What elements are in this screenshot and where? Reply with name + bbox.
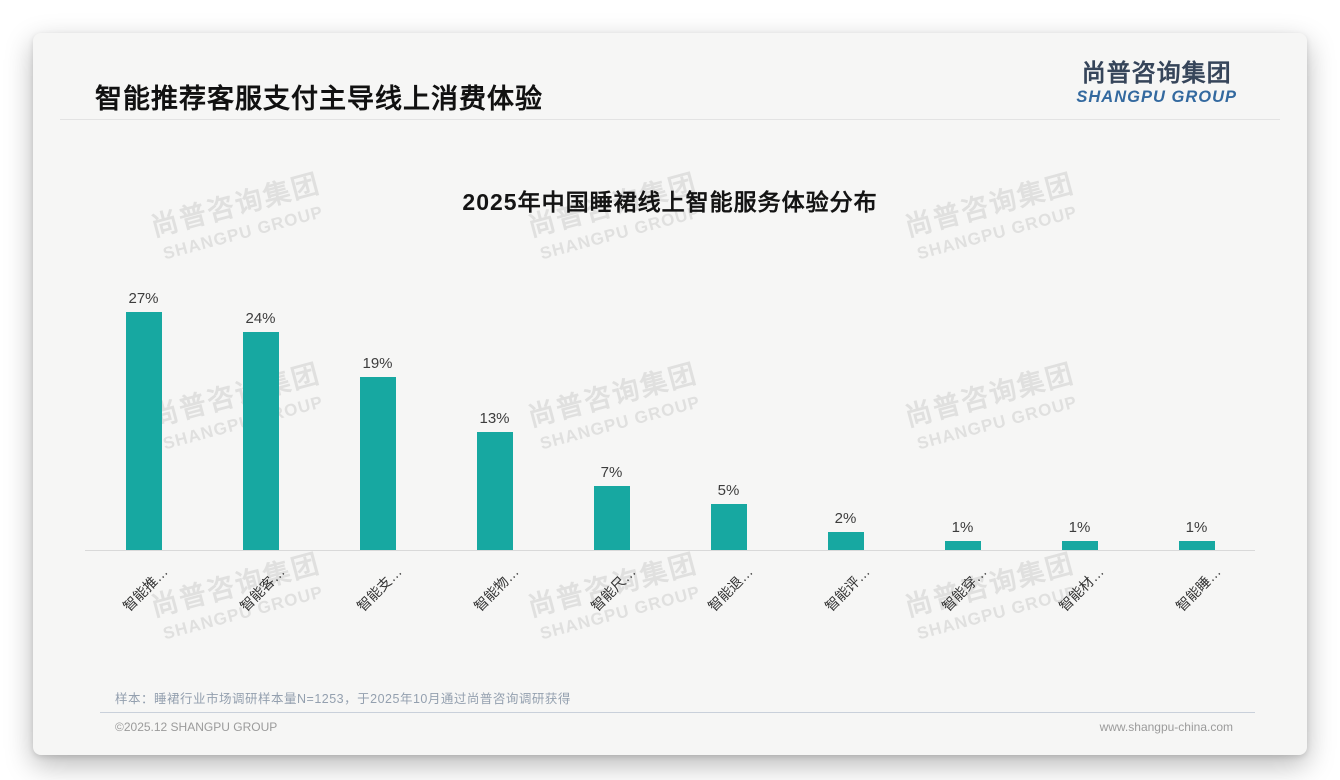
bar-value-label: 27% [128, 290, 159, 307]
bar-group: 5% 智能退… [670, 290, 787, 614]
bar-value-label: 1% [1185, 519, 1208, 536]
bar [1061, 541, 1098, 550]
x-axis-label: 智能物… [470, 563, 522, 615]
header-divider [60, 119, 1280, 120]
x-axis-label: 智能退… [704, 563, 756, 615]
bar-group: 7% 智能尺… [553, 290, 670, 614]
bar [476, 432, 513, 550]
website-text: www.shangpu-china.com [1099, 720, 1233, 734]
bar [359, 377, 396, 550]
x-axis-label: 智能材… [1055, 563, 1107, 615]
bar-group: 1% 智能睡… [1138, 290, 1255, 614]
bar [944, 541, 981, 550]
bar [593, 486, 630, 550]
slide-card: 尚普咨询集团 SHANGPU GROUP 尚普咨询集团 SHANGPU GROUP 尚普… [33, 33, 1307, 755]
bar-value-label: 24% [245, 310, 276, 327]
bar-value-label: 2% [834, 510, 857, 527]
x-axis-label: 智能睡… [1172, 563, 1224, 615]
copyright-text: ©2025.12 SHANGPU GROUP [115, 720, 278, 734]
bar-group: 1% 智能材… [1021, 290, 1138, 614]
x-axis-line [85, 550, 1255, 551]
bar [710, 504, 747, 550]
bar-value-label: 7% [600, 464, 623, 481]
bar [242, 332, 279, 550]
sample-note: 样本：睡裙行业市场调研样本量N=1253，于2025年10月通过尚普咨询调研获得 [115, 692, 571, 706]
bar-value-label: 19% [362, 355, 393, 372]
bar-group: 24% 智能客… [202, 290, 319, 614]
bar-value-label: 1% [951, 519, 974, 536]
bar-group: 19% 智能支… [319, 290, 436, 614]
bar-value-label: 1% [1068, 519, 1091, 536]
bar [125, 312, 162, 550]
bar-group: 2% 智能评… [787, 290, 904, 614]
x-axis-label: 智能评… [821, 563, 873, 615]
bar-chart: 27% 智能推… 24% 智能客… 19% 智能支… 13% 智能物… 7% 智能尺… 5% 智能退…… [85, 290, 1255, 614]
bar-group: 27% 智能推… [85, 290, 202, 614]
bar-value-label: 5% [717, 482, 740, 499]
bar [827, 532, 864, 550]
bar-group: 1% 智能穿… [904, 290, 1021, 614]
page-title: 智能推荐客服支付主导线上消费体验 [95, 84, 543, 114]
company-logo: 尚普咨询集团 SHANGPU GROUP [1076, 53, 1237, 107]
logo-english-name: SHANGPU GROUP [1076, 88, 1237, 106]
x-axis-label: 智能客… [236, 563, 288, 615]
x-axis-label: 智能支… [353, 563, 405, 615]
x-axis-label: 智能穿… [938, 563, 990, 615]
chart-title: 2025年中国睡裙线上智能服务体验分布 [462, 189, 878, 215]
x-axis-label: 智能推… [119, 563, 171, 615]
footer-divider [100, 712, 1255, 713]
logo-chinese-name: 尚普咨询集团 [1081, 60, 1232, 87]
bar [1178, 541, 1215, 550]
bar-group: 13% 智能物… [436, 290, 553, 614]
x-axis-label: 智能尺… [587, 563, 639, 615]
bar-value-label: 13% [479, 410, 510, 427]
